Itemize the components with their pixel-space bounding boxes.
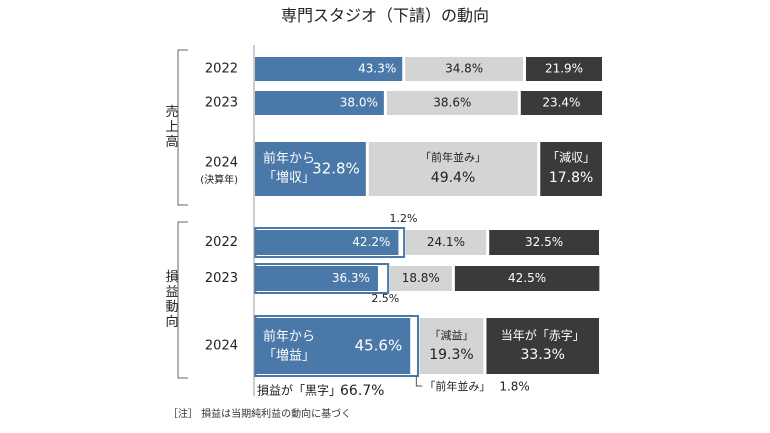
sales-bar-value-label: 49.4% [431, 170, 475, 186]
sales-bar-flat [405, 57, 524, 81]
profit-surplus-annotation: 損益が「黒字」 [257, 383, 341, 398]
profit-bar-value-label: 33.3% [520, 347, 564, 363]
profit-group-label-char: 損 [165, 270, 178, 285]
sales-bar-value-label: 17.8% [549, 170, 593, 186]
profit-bar-increase [255, 318, 411, 374]
profit-bar-value-label: 42.2% [352, 235, 390, 249]
profit-surplus-outline [254, 227, 406, 258]
profit-bar-deficit [486, 318, 599, 374]
sales-group-label-char: 高 [165, 134, 178, 150]
sales-bar-decrease [520, 91, 602, 115]
sales-bar-value-label: 32.8% [312, 160, 360, 178]
profit-bar-value-label: 45.6% [355, 337, 403, 355]
sales-bar-value-label: 43.3% [358, 62, 396, 76]
profit-flat-annotation: 「前年並み」 [424, 379, 490, 393]
profit-bar-value-label: 24.1% [427, 235, 465, 249]
profit-bracket [177, 221, 188, 379]
sales-category-label: 2023 [205, 96, 238, 111]
sales-bar-increase [255, 57, 403, 81]
profit-bar-deficit [454, 266, 600, 291]
profit-bar-value-label: 19.3% [429, 347, 473, 363]
sales-bracket [177, 49, 188, 206]
profit-annotation: 前年から [263, 329, 315, 345]
sales-bar-decrease [526, 57, 602, 81]
sales-bar-decrease [540, 142, 602, 196]
sales-bar-value-label: 38.6% [433, 96, 471, 110]
profit-bar-value-label: 42.5% [508, 271, 546, 285]
sales-category-label: 2022 [205, 62, 238, 77]
sales-bar-value-label: 34.8% [445, 62, 483, 76]
profit-surplus-outline [254, 315, 419, 377]
sales-annotation: 「増収」 [263, 171, 315, 186]
profit-category-label: 2023 [205, 271, 238, 286]
sales-annotation: 「前年並み」 [420, 150, 486, 164]
profit-bar-value-label: 36.3% [332, 271, 370, 285]
sales-group-label-char: 上 [165, 120, 178, 135]
profit-bar-value-label: 32.5% [525, 235, 563, 249]
profit-flat-value-2022: 1.2% [390, 212, 418, 225]
sales-category-label: 2024 [205, 156, 238, 171]
sales-annotation: 「減収」 [547, 150, 595, 165]
profit-bar-decrease_loss [405, 230, 487, 255]
profit-flat-value-2024: 1.8% [499, 380, 529, 394]
profit-bar-decrease_loss [419, 318, 484, 374]
profit-surplus-value: 66.7% [340, 383, 384, 399]
profit-group-label-char: 動 [165, 300, 178, 315]
profit-bar-value-label: 18.8% [402, 271, 440, 285]
profit-flat-leader-line [415, 376, 423, 387]
profit-bar-decrease_loss [389, 266, 452, 291]
profit-bar-deficit [489, 230, 599, 255]
profit-annotation: 「増益」 [263, 349, 315, 364]
profit-bar-increase [255, 266, 378, 291]
profit-bar-increase [255, 230, 399, 255]
profit-surplus-outline [254, 263, 390, 294]
profit-category-label: 2022 [205, 235, 238, 250]
sales-category-sub-label: (決算年) [200, 173, 238, 186]
sales-bar-flat [386, 91, 518, 115]
sales-annotation: 前年から [263, 151, 315, 167]
sales-bar-value-label: 23.4% [542, 96, 580, 110]
chart-title: 専門スタジオ（下請）の動向 [280, 6, 489, 25]
profit-annotation: 当年が「赤字」 [501, 328, 585, 343]
profit-annotation: 「減益」 [429, 328, 473, 342]
profit-category-label: 2024 [205, 339, 238, 354]
profit-flat-value-2023: 2.5% [371, 292, 399, 305]
chart-note: ［注］ 損益は当期純利益の動向に基づく [168, 409, 352, 420]
sales-bar-value-label: 38.0% [340, 96, 378, 110]
sales-bar-value-label: 21.9% [545, 62, 583, 76]
sales-bar-increase [255, 142, 366, 196]
sales-group-label-char: 売 [165, 104, 178, 120]
profit-group-label-char: 向 [165, 314, 178, 330]
sales-bar-increase [255, 91, 384, 115]
sales-bar-flat [368, 142, 538, 196]
profit-group-label-char: 益 [165, 285, 178, 300]
